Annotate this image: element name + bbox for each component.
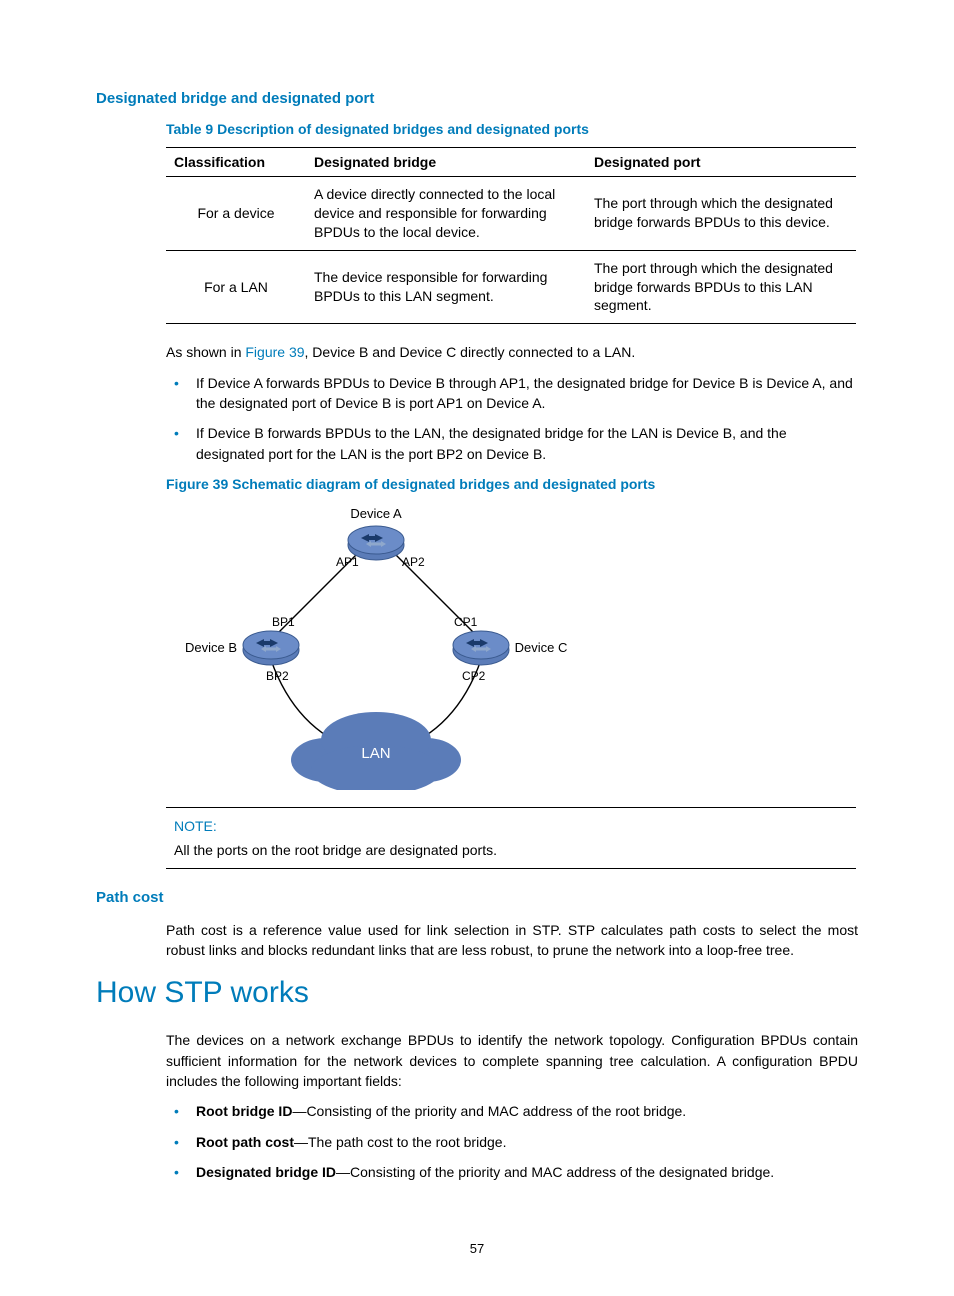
rest: —Consisting of the priority and MAC addr… <box>292 1103 686 1119</box>
cell: The device responsible for forwarding BP… <box>306 250 586 324</box>
list-item: Root bridge ID—Consisting of the priorit… <box>196 1101 858 1121</box>
table-row: For a LAN The device responsible for for… <box>166 250 856 324</box>
cell: For a device <box>166 177 306 251</box>
para-post: , Device B and Device C directly connect… <box>305 344 636 360</box>
ap1-label: AP1 <box>336 555 359 569</box>
term: Root bridge ID <box>196 1103 292 1119</box>
term: Designated bridge ID <box>196 1164 336 1180</box>
device-b-label: Device B <box>185 640 237 655</box>
list-item: Root path cost—The path cost to the root… <box>196 1132 858 1152</box>
section-heading-howstp: How STP works <box>96 976 858 1010</box>
diagram-svg: LAN Device A Device B Device C AP1 <box>166 500 586 790</box>
section-heading-pathcost: Path cost <box>96 889 858 906</box>
device-c-label: Device C <box>515 640 568 655</box>
list-item: If Device B forwards BPDUs to the LAN, t… <box>196 423 858 464</box>
howstp-paragraph: The devices on a network exchange BPDUs … <box>96 1030 858 1091</box>
note-box: NOTE: All the ports on the root bridge a… <box>166 807 856 869</box>
term: Root path cost <box>196 1134 294 1150</box>
section-heading-designated: Designated bridge and designated port <box>96 90 858 107</box>
ap2-label: AP2 <box>402 555 425 569</box>
page-number: 57 <box>0 1241 954 1256</box>
bullet-list-2: Root bridge ID—Consisting of the priorit… <box>96 1101 858 1182</box>
cell: The port through which the designated br… <box>586 250 856 324</box>
figure-diagram: LAN Device A Device B Device C AP1 <box>96 500 858 793</box>
device-c-node: Device C <box>453 631 567 665</box>
figure-caption: Figure 39 Schematic diagram of designate… <box>96 476 858 492</box>
device-a-node: Device A <box>348 506 404 560</box>
table-row: For a device A device directly connected… <box>166 177 856 251</box>
cell: For a LAN <box>166 250 306 324</box>
designated-table: Classification Designated bridge Designa… <box>166 147 856 324</box>
rest: —The path cost to the root bridge. <box>294 1134 506 1150</box>
cp2-label: CP2 <box>462 669 486 683</box>
lan-cloud: LAN <box>291 712 461 790</box>
rest: —Consisting of the priority and MAC addr… <box>336 1164 774 1180</box>
lan-label: LAN <box>361 745 390 762</box>
cell: A device directly connected to the local… <box>306 177 586 251</box>
figure-link[interactable]: Figure 39 <box>245 344 304 360</box>
note-label: NOTE: <box>174 818 856 834</box>
pathcost-paragraph: Path cost is a reference value used for … <box>96 920 858 961</box>
bp1-label: BP1 <box>272 615 295 629</box>
device-b-node: Device B <box>185 631 299 665</box>
bullet-list-1: If Device A forwards BPDUs to Device B t… <box>96 373 858 464</box>
bp2-label: BP2 <box>266 669 289 683</box>
list-item: If Device A forwards BPDUs to Device B t… <box>196 373 858 414</box>
para-pre: As shown in <box>166 344 245 360</box>
intro-paragraph: As shown in Figure 39, Device B and Devi… <box>96 342 858 362</box>
col-classification: Classification <box>166 148 306 177</box>
table-caption: Table 9 Description of designated bridge… <box>96 121 858 137</box>
list-item: Designated bridge ID—Consisting of the p… <box>196 1162 858 1182</box>
cell: The port through which the designated br… <box>586 177 856 251</box>
col-designated-port: Designated port <box>586 148 856 177</box>
device-a-label: Device A <box>350 506 402 521</box>
col-designated-bridge: Designated bridge <box>306 148 586 177</box>
note-body: All the ports on the root bridge are des… <box>174 842 856 858</box>
cp1-label: CP1 <box>454 615 478 629</box>
